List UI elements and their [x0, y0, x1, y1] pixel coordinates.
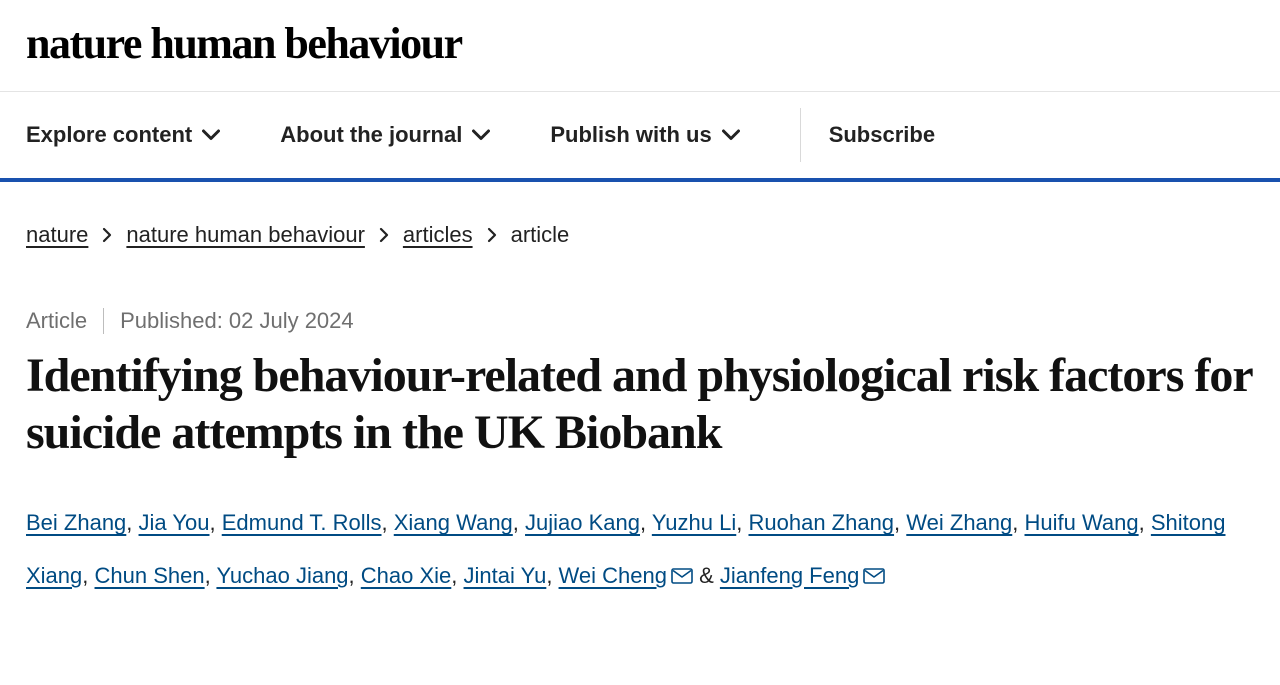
- chevron-down-icon: [202, 129, 220, 141]
- breadcrumb-current: article: [511, 222, 570, 248]
- author-separator: ,: [82, 563, 94, 588]
- author-link[interactable]: Bei Zhang: [26, 510, 126, 535]
- author-separator: ,: [210, 510, 222, 535]
- author-link[interactable]: Jintai Yu: [464, 563, 547, 588]
- author-link[interactable]: Yuchao Jiang: [216, 563, 348, 588]
- breadcrumb-link[interactable]: nature human behaviour: [126, 222, 365, 248]
- author-separator: ,: [1139, 510, 1151, 535]
- article-type: Article: [26, 308, 87, 334]
- nav-item-about-the-journal[interactable]: About the journal: [280, 92, 490, 178]
- nav-item-publish-with-us[interactable]: Publish with us: [550, 92, 739, 178]
- author-separator: ,: [349, 563, 361, 588]
- nav-item-label: Explore content: [26, 122, 192, 148]
- published-date: 02 July 2024: [229, 308, 354, 334]
- chevron-right-icon: [102, 227, 112, 243]
- chevron-right-icon: [379, 227, 389, 243]
- article-meta: Article Published: 02 July 2024: [26, 308, 1254, 334]
- chevron-right-icon: [487, 227, 497, 243]
- author-separator: ,: [1012, 510, 1024, 535]
- published-label: Published:: [120, 308, 223, 334]
- journal-header: nature human behaviour: [0, 0, 1280, 91]
- primary-nav: Explore content About the journal Publish …: [0, 91, 1280, 182]
- breadcrumb: nature nature human behaviour articles arti…: [26, 222, 1254, 248]
- chevron-down-icon: [722, 129, 740, 141]
- author-separator: ,: [451, 563, 463, 588]
- breadcrumb-link[interactable]: nature: [26, 222, 88, 248]
- chevron-down-icon: [472, 129, 490, 141]
- author-link[interactable]: Yuzhu Li: [652, 510, 736, 535]
- author-link[interactable]: Jujiao Kang: [525, 510, 640, 535]
- author-separator: &: [693, 563, 720, 588]
- journal-title[interactable]: nature human behaviour: [26, 18, 1254, 69]
- author-link[interactable]: Wei Cheng: [559, 563, 667, 588]
- breadcrumb-link[interactable]: articles: [403, 222, 473, 248]
- author-separator: ,: [736, 510, 748, 535]
- article-title: Identifying behaviour-related and physio…: [26, 348, 1254, 461]
- nav-item-label: About the journal: [280, 122, 462, 148]
- author-separator: ,: [382, 510, 394, 535]
- nav-item-explore-content[interactable]: Explore content: [26, 92, 220, 178]
- mail-icon[interactable]: [863, 551, 885, 604]
- nav-item-label: Publish with us: [550, 122, 711, 148]
- author-link[interactable]: Jia You: [139, 510, 210, 535]
- article-content: nature nature human behaviour articles arti…: [0, 182, 1280, 623]
- nav-separator: [800, 108, 801, 162]
- author-link[interactable]: Jianfeng Feng: [720, 563, 859, 588]
- author-separator: ,: [126, 510, 138, 535]
- author-link[interactable]: Xiang Wang: [394, 510, 513, 535]
- author-link[interactable]: Chao Xie: [361, 563, 452, 588]
- author-separator: ,: [513, 510, 525, 535]
- author-separator: ,: [546, 563, 558, 588]
- author-link[interactable]: Chun Shen: [95, 563, 205, 588]
- author-separator: ,: [640, 510, 652, 535]
- author-link[interactable]: Ruohan Zhang: [748, 510, 894, 535]
- author-list: Bei Zhang, Jia You, Edmund T. Rolls, Xia…: [26, 497, 1254, 603]
- author-link[interactable]: Edmund T. Rolls: [222, 510, 382, 535]
- meta-separator: [103, 308, 104, 334]
- author-separator: ,: [894, 510, 906, 535]
- author-link[interactable]: Wei Zhang: [906, 510, 1012, 535]
- subscribe-link[interactable]: Subscribe: [829, 92, 935, 178]
- author-separator: ,: [205, 563, 217, 588]
- mail-icon[interactable]: [671, 551, 693, 604]
- author-link[interactable]: Huifu Wang: [1025, 510, 1139, 535]
